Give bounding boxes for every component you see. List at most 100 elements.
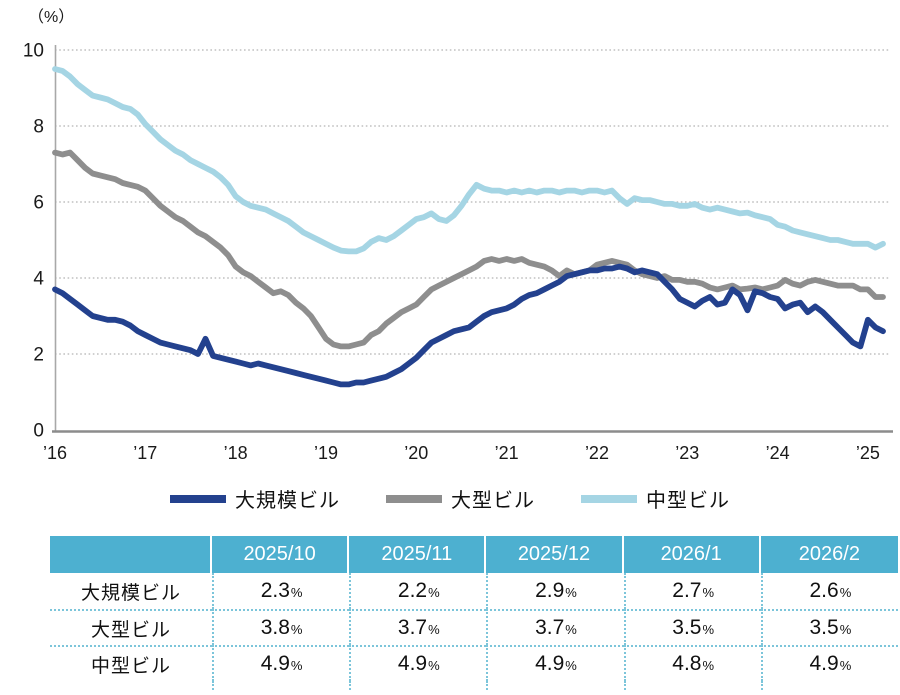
legend-swatch-large-building — [386, 494, 442, 503]
x-tick-label: ’25 — [856, 443, 880, 463]
percent-symbol: % — [839, 658, 852, 673]
vacancy-value: 2.7 — [672, 579, 702, 602]
border-extension-cell — [349, 681, 487, 690]
value-cell: 3.7% — [486, 609, 624, 645]
gridlines — [55, 49, 890, 355]
percent-symbol: % — [565, 658, 577, 673]
chart-series-lines — [52, 66, 886, 388]
legend-swatch-medium-building — [581, 494, 637, 503]
vacancy-value: 3.7 — [397, 616, 428, 639]
legend-label: 中型ビル — [646, 490, 730, 512]
percent-symbol: % — [565, 585, 577, 600]
border-extension-cell — [50, 681, 212, 690]
legend-swatch-large-scale-building — [170, 494, 226, 503]
y-axis-unit-label: （%） — [28, 8, 74, 26]
percent-symbol: % — [290, 658, 303, 673]
vacancy-rate-table: 2025/10 2025/11 2025/12 2026/1 2026/2 大規模ビル 2.… — [50, 536, 898, 690]
value-cell: 2.6% — [760, 573, 898, 609]
table-row-large-building: 大型ビル 3.8% 3.7% 3.7% 3.5% 3.5% — [50, 609, 898, 645]
legend-label: 大規模ビル — [235, 490, 340, 512]
value-cell: 4.9% — [760, 645, 898, 681]
value-cell: 2.2% — [349, 573, 487, 609]
value-cell: 3.7% — [349, 609, 487, 645]
border-extension-cell — [760, 681, 898, 690]
y-tick-label: 0 — [33, 421, 44, 442]
y-tick-label: 8 — [33, 117, 44, 138]
border-extension-cell — [486, 681, 624, 690]
chart-legend: 大規模ビル 大型ビル 中型ビル — [0, 484, 900, 513]
table-header-row: 2025/10 2025/11 2025/12 2026/1 2026/2 — [50, 536, 898, 573]
y-tick-label: 2 — [33, 345, 44, 366]
row-label: 大規模ビル — [80, 582, 181, 604]
percent-symbol: % — [702, 585, 715, 600]
x-axis-tick-labels: ’16 ’17 ’18 ’19 ’20 ’21 ’22 ’23 ’24 ’25 — [43, 443, 880, 463]
legend-item-large-scale-building: 大規模ビル — [170, 484, 340, 513]
percent-symbol: % — [290, 622, 303, 637]
vacancy-value: 4.9 — [809, 652, 839, 675]
table-corner-cell — [50, 536, 212, 573]
x-tick-label: ’23 — [675, 443, 699, 463]
percent-symbol: % — [839, 585, 852, 600]
table-header-cell: 2026/1 — [623, 536, 761, 573]
vacancy-value: 2.6 — [809, 579, 839, 602]
value-cell: 3.8% — [212, 609, 350, 645]
percent-symbol: % — [428, 585, 440, 600]
x-tick-label: ’24 — [766, 443, 790, 463]
y-tick-label: 10 — [23, 41, 44, 62]
vacancy-value: 3.5 — [809, 616, 839, 639]
value-cell: 2.9% — [486, 573, 624, 609]
vacancy-value: 4.9 — [397, 652, 428, 675]
table-header-cell: 2026/2 — [760, 536, 898, 573]
vacancy-value: 4.9 — [535, 652, 565, 675]
x-tick-label: ’19 — [314, 443, 338, 463]
value-cell: 2.3% — [212, 573, 350, 609]
row-label-cell: 大規模ビル — [50, 573, 212, 609]
x-tick-label: ’17 — [133, 443, 157, 463]
row-label: 大型ビル — [90, 619, 171, 641]
border-extension-cell — [623, 681, 761, 690]
x-tick-label: ’21 — [495, 443, 519, 463]
x-tick-label: ’20 — [404, 443, 428, 463]
y-tick-label: 4 — [33, 269, 44, 290]
y-axis-tick-labels: 0 2 4 6 8 10 — [23, 41, 45, 442]
legend-item-medium-building: 中型ビル — [581, 484, 730, 513]
value-cell: 2.7% — [623, 573, 761, 609]
series-line-large-scale-building — [52, 263, 886, 388]
percent-symbol: % — [702, 622, 715, 637]
table-row-medium-building: 中型ビル 4.9% 4.9% 4.9% 4.8% 4.9% — [50, 645, 898, 681]
percent-symbol: % — [839, 622, 852, 637]
value-cell: 3.5% — [760, 609, 898, 645]
vacancy-value: 4.9 — [260, 652, 290, 675]
x-tick-label: ’16 — [43, 443, 67, 463]
row-label-cell: 大型ビル — [50, 609, 212, 645]
vacancy-value: 4.8 — [672, 652, 702, 675]
table-border-extension-row — [50, 681, 898, 690]
border-extension-cell — [212, 681, 350, 690]
vacancy-value: 3.5 — [672, 616, 702, 639]
vacancy-value: 2.3 — [260, 579, 290, 602]
percent-symbol: % — [290, 585, 303, 600]
row-label-cell: 中型ビル — [50, 645, 212, 681]
table-row-large-scale-building: 大規模ビル 2.3% 2.2% 2.9% 2.7% 2.6% — [50, 573, 898, 609]
row-label: 中型ビル — [90, 655, 171, 677]
value-cell: 3.5% — [623, 609, 761, 645]
table-header-cell: 2025/11 — [349, 536, 487, 573]
value-cell: 4.9% — [349, 645, 487, 681]
value-cell: 4.9% — [212, 645, 350, 681]
value-cell: 4.8% — [623, 645, 761, 681]
value-cell: 4.9% — [486, 645, 624, 681]
vacancy-value: 3.8 — [260, 616, 290, 639]
percent-symbol: % — [565, 622, 577, 637]
legend-item-large-building: 大型ビル — [386, 484, 535, 513]
legend-label: 大型ビル — [451, 490, 535, 512]
x-tick-label: ’18 — [224, 443, 248, 463]
vacancy-value: 2.2 — [397, 579, 428, 602]
vacancy-value: 3.7 — [535, 616, 565, 639]
series-line-large-building — [52, 149, 886, 350]
y-tick-label: 6 — [33, 193, 44, 214]
series-line-medium-building — [52, 66, 886, 255]
percent-symbol: % — [428, 622, 440, 637]
vacancy-line-chart: 0 2 4 6 8 10 ’16 ’17 ’18 ’19 ’20 ’21 ’22 ’23 ’24 ’25 （… — [23, 8, 893, 463]
percent-symbol: % — [428, 658, 440, 673]
